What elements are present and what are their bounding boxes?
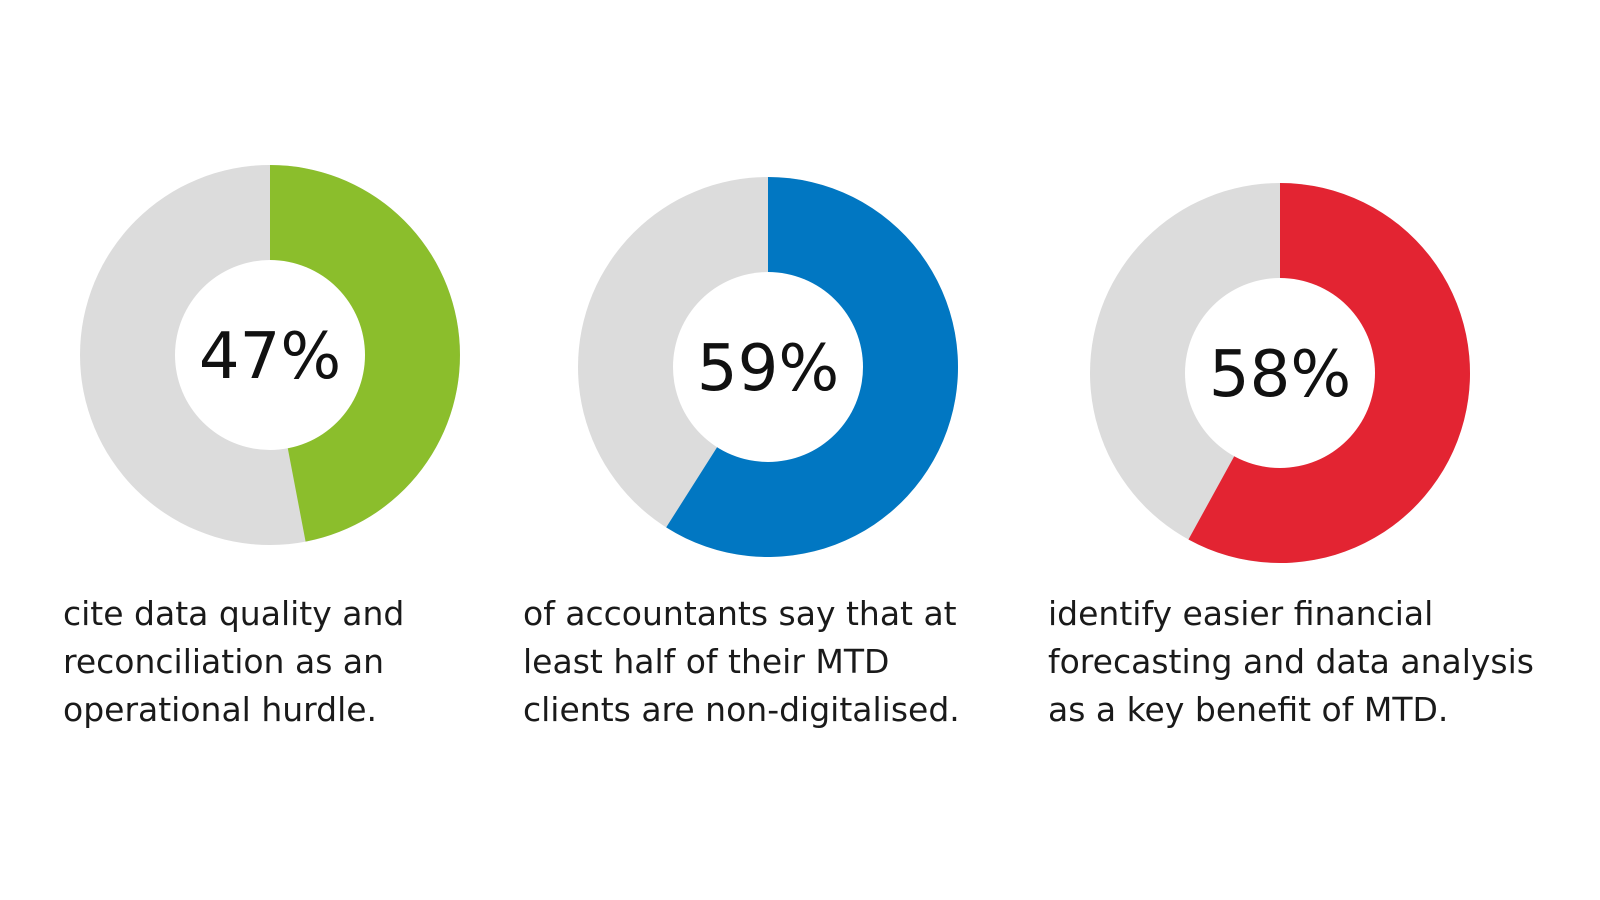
donut-chart-3: 58% xyxy=(1085,178,1475,568)
caption-1: cite data quality and reconciliation as … xyxy=(63,594,405,729)
caption-3: identify easier financial forecasting an… xyxy=(1048,594,1534,729)
donut-hole-2 xyxy=(673,272,863,462)
donut-svg-3: 58% xyxy=(1090,183,1470,563)
donut-svg-1: 47% xyxy=(80,165,460,545)
donut-label-1: 47% xyxy=(199,320,341,394)
donut-svg-2: 59% xyxy=(578,177,959,557)
caption-2: of accountants say that at least half of… xyxy=(523,594,960,729)
donut-slice-1 xyxy=(270,165,460,542)
donut-label-3: 58% xyxy=(1209,338,1351,412)
donut-chart-2: 59% xyxy=(573,172,963,562)
donut-label-2: 59% xyxy=(697,332,839,406)
donut-hole-3 xyxy=(1185,278,1375,468)
donut-chart-1: 47% xyxy=(75,160,465,550)
donut-hole-1 xyxy=(175,260,365,450)
